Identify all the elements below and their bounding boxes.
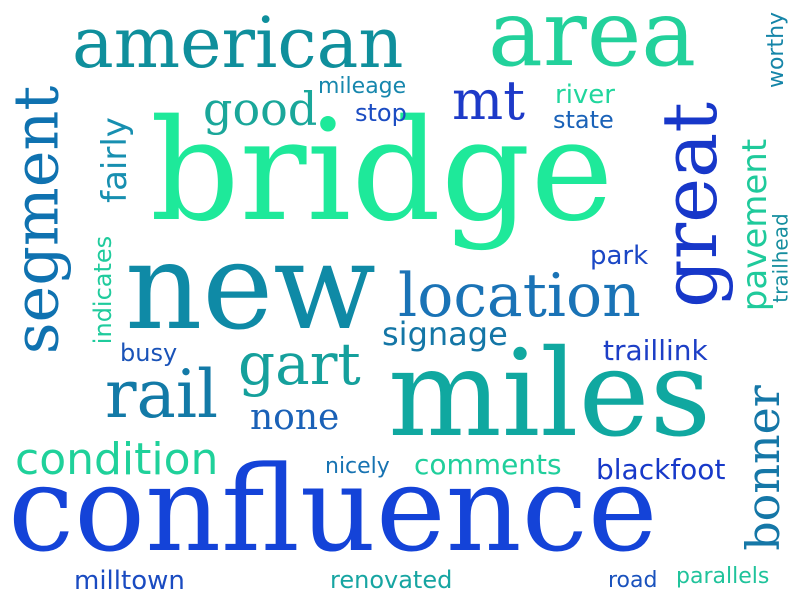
word-bridge: bridge bbox=[150, 90, 614, 253]
word-mileage: mileage bbox=[318, 74, 407, 99]
word-miles: miles bbox=[388, 325, 712, 464]
word-renovated: renovated bbox=[330, 566, 453, 594]
word-mt: mt bbox=[452, 69, 525, 132]
word-pavement: pavement bbox=[735, 138, 776, 312]
word-good: good bbox=[203, 82, 318, 136]
word-bonner: bonner bbox=[735, 385, 790, 551]
word-indicates: indicates bbox=[89, 235, 118, 345]
word-signage: signage bbox=[382, 315, 508, 353]
word-stop: stop bbox=[355, 99, 407, 127]
word-great: great bbox=[644, 102, 734, 308]
word-park: park bbox=[590, 241, 649, 271]
word-confluence: confluence bbox=[8, 440, 658, 578]
word-new: new bbox=[125, 218, 377, 357]
word-river: river bbox=[555, 80, 615, 110]
word-condition: condition bbox=[15, 434, 219, 485]
word-segment: segment bbox=[0, 85, 72, 355]
word-comments: comments bbox=[414, 448, 562, 481]
word-none: none bbox=[250, 397, 340, 438]
word-blackfoot: blackfoot bbox=[596, 453, 726, 486]
word-parallels: parallels bbox=[676, 564, 770, 589]
word-worthy: worthy bbox=[764, 11, 790, 89]
word-busy: busy bbox=[120, 339, 178, 367]
word-area: area bbox=[488, 0, 697, 87]
word-american: american bbox=[72, 2, 404, 84]
word-gart: gart bbox=[238, 330, 361, 398]
word-road: road bbox=[608, 568, 658, 593]
word-traillink: traillink bbox=[603, 334, 708, 367]
word-rail: rail bbox=[105, 356, 219, 433]
word-nicely: nicely bbox=[325, 454, 390, 479]
word-location: location bbox=[398, 261, 641, 331]
word-milltown: milltown bbox=[74, 566, 185, 596]
word-state: state bbox=[553, 106, 614, 134]
word-fairly: fairly bbox=[94, 117, 135, 203]
word-trailhead: trailhead bbox=[768, 213, 793, 303]
